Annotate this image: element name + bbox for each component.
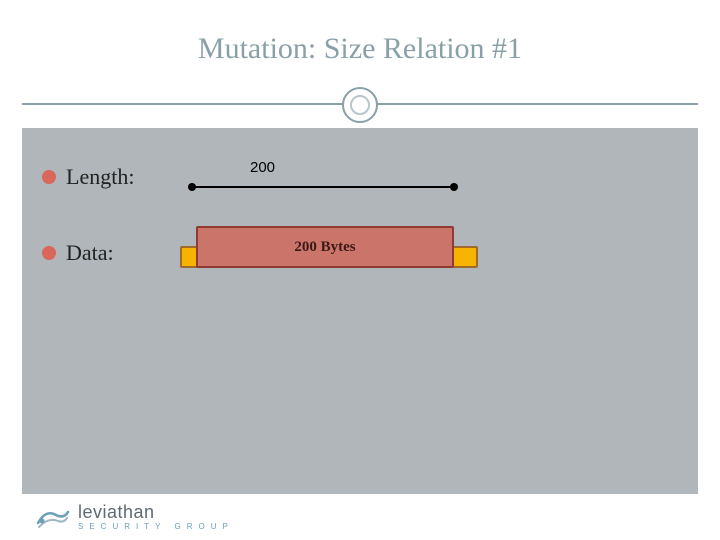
bullet-dot-icon: [42, 246, 56, 260]
bullet-label-data: Data:: [66, 240, 114, 266]
data-diagram: 200 Bytes: [174, 226, 494, 276]
logo-name: leviathan: [78, 503, 234, 521]
circle-inner-icon: [350, 95, 370, 115]
bullet-dot-icon: [42, 170, 56, 184]
data-red-box: 200 Bytes: [196, 226, 454, 268]
data-red-box-label: 200 Bytes: [294, 239, 355, 256]
logo-tagline: SECURITY GROUP: [78, 523, 234, 531]
length-endpoint-left-icon: [188, 183, 196, 191]
length-diagram: 200: [192, 162, 472, 196]
bullet-row-length: Length:: [42, 164, 134, 190]
bullet-row-data: Data:: [42, 240, 114, 266]
body-area: Length: 200 Data: 200 Bytes: [22, 128, 698, 494]
length-value-label: 200: [250, 159, 275, 176]
length-endpoint-right-icon: [450, 183, 458, 191]
logo-text: leviathan SECURITY GROUP: [78, 503, 234, 531]
slide-title: Mutation: Size Relation #1: [0, 0, 720, 66]
title-area: Mutation: Size Relation #1: [0, 0, 720, 105]
footer: leviathan SECURITY GROUP: [0, 494, 720, 540]
length-line: [192, 186, 454, 188]
circle-decor-icon: [342, 87, 378, 123]
bullet-label-length: Length:: [66, 164, 134, 190]
slide: Mutation: Size Relation #1 Length: 200 D…: [0, 0, 720, 540]
logo: leviathan SECURITY GROUP: [36, 503, 234, 531]
logo-mark-icon: [36, 503, 70, 531]
